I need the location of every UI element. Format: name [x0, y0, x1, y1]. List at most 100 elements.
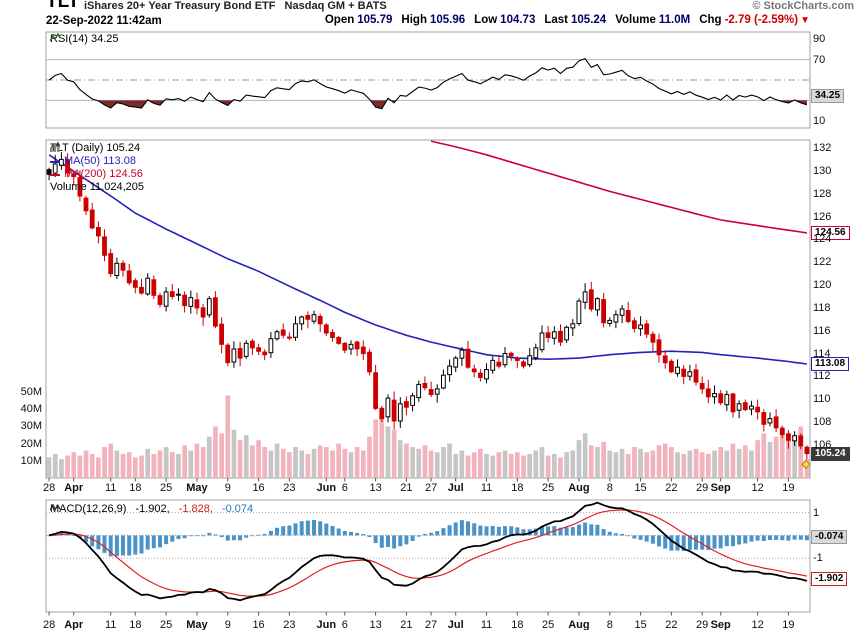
candle-body [798, 435, 804, 447]
macd-histogram-bar [422, 533, 427, 536]
candle-body [484, 369, 489, 380]
volume-legend-label: Volume 11,024,205 [50, 181, 144, 193]
candle-body [792, 435, 798, 442]
volume-bar [299, 450, 305, 478]
stat-label-low: Low [474, 14, 498, 26]
ma50-legend-label: MA(50) 113.08 [64, 155, 136, 167]
candle-body [693, 369, 699, 383]
x-tick-label: 18 [129, 482, 142, 494]
macd-histogram-bar [577, 524, 581, 536]
volume-bar [496, 452, 502, 478]
x-tick-label: 11 [104, 619, 117, 630]
x-tick-label: 13 [369, 619, 382, 630]
rsi-axis-label: 90 [813, 33, 826, 46]
macd-histogram-bar [151, 535, 156, 549]
volume-bar [650, 450, 656, 478]
candle-body [761, 412, 767, 425]
x-tick-label: 6 [341, 482, 348, 494]
alert-marker [801, 459, 811, 470]
stockcharts-credit-link[interactable]: © StockCharts.com [752, 0, 854, 12]
volume-bar [687, 450, 693, 478]
candle-body [502, 353, 508, 366]
macd-histogram-bar [114, 535, 119, 557]
macd-histogram-bar [71, 535, 76, 536]
macd-histogram-bar [318, 521, 323, 536]
macd-histogram-bar [546, 526, 551, 536]
rsi-indicator-icon [50, 33, 60, 42]
macd-histogram-bar [718, 535, 723, 549]
candle-body [397, 403, 403, 422]
x-tick-label: 25 [160, 619, 173, 630]
candle-body [256, 347, 262, 352]
volume-bar [262, 447, 268, 478]
volume-bar [638, 448, 643, 478]
x-tick-label: 23 [283, 619, 296, 630]
macd-histogram-bar [398, 535, 403, 547]
volume-bar [490, 455, 496, 478]
candle-body [182, 294, 187, 307]
candle-body [96, 227, 101, 237]
x-tick-label: 27 [424, 482, 438, 494]
candle-body [330, 331, 335, 338]
volume-bar [607, 450, 613, 478]
x-tick-label: 23 [283, 482, 296, 494]
last-price-axis-box: 105.24 [811, 446, 850, 461]
volume-bar [391, 429, 397, 478]
candle-body [200, 307, 206, 318]
volume-bar [798, 426, 804, 478]
signal-line-value: -1.828, [178, 503, 213, 515]
volume-bar [379, 412, 385, 478]
candle-body [367, 351, 372, 373]
candle-body [496, 361, 502, 367]
candle-body [465, 348, 471, 368]
volume-bar [176, 453, 181, 478]
volume-bar [422, 445, 428, 478]
macd-histogram-bar [712, 535, 717, 549]
candle-body [724, 394, 730, 406]
macd-histogram-bar [564, 527, 569, 536]
volume-bar [533, 450, 539, 478]
volume-bar [200, 447, 206, 478]
volume-bar [102, 447, 107, 478]
volume-bar [120, 453, 126, 478]
candle-body [558, 330, 563, 343]
volume-bar [767, 441, 773, 478]
volume-bar [145, 448, 150, 478]
volume-bar [373, 419, 378, 478]
candle-body [274, 331, 280, 340]
security-name: iShares 20+ Year Treasury Bond ETF [84, 0, 276, 12]
candle-body [434, 388, 440, 395]
candle-body [219, 323, 224, 345]
candle-body [169, 291, 175, 298]
candle-body [767, 418, 773, 424]
macd-histogram-bar [367, 535, 372, 537]
volume-bar [83, 450, 89, 478]
volume-bars-icon [50, 144, 60, 152]
macd-histogram-bar [392, 535, 397, 549]
candle-body [293, 323, 298, 338]
macd-histogram-bar [743, 535, 748, 544]
quote-stats: Open 105.79 High 105.96 Low 104.73 Last 105.24 V… [316, 13, 810, 28]
price-axis-label: 126 [813, 210, 832, 223]
candle-body [428, 389, 434, 396]
volume-bar [348, 452, 354, 478]
macd-histogram-bar [786, 535, 791, 541]
macd-histogram-bar [195, 535, 199, 537]
macd-histogram-bar [774, 535, 779, 540]
macd-histogram-bar [749, 535, 754, 542]
candle-body [102, 236, 107, 256]
macd-histogram-bar [201, 535, 206, 537]
candle-body [514, 357, 520, 361]
macd-line-value: -1.902, [135, 503, 170, 515]
macd-histogram-bar [663, 535, 668, 549]
rsi-axis-box: 34.25 [811, 89, 845, 104]
volume-bar [65, 455, 70, 478]
candle-body [354, 341, 360, 350]
month-tick-label: Jul [447, 482, 464, 494]
candle-body [83, 197, 89, 212]
macd-histogram-bar [669, 535, 674, 551]
volume-bar [484, 453, 489, 478]
stat-value-last: 105.24 [571, 14, 607, 26]
macd-histogram-bar [570, 527, 575, 536]
candle-body [478, 372, 483, 379]
